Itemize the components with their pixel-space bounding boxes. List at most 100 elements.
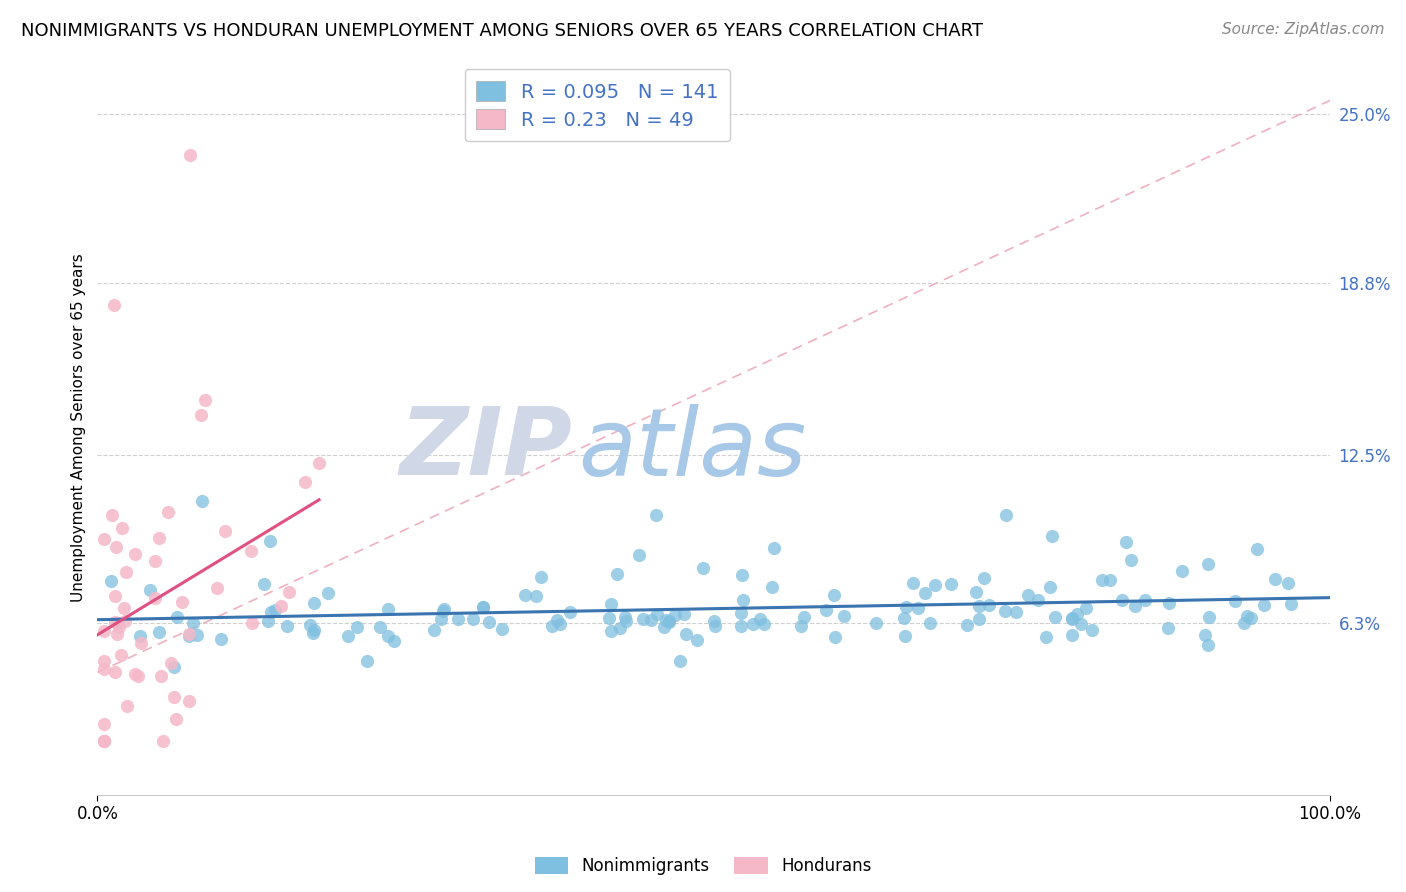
Point [1277, 576, 1299, 591]
Point [257, 614, 280, 628]
Point [1156, 621, 1178, 635]
Point [1066, 607, 1088, 621]
Point [824, 630, 846, 644]
Point [270, 599, 292, 613]
Point [179, 629, 201, 643]
Point [865, 615, 887, 630]
Point [377, 602, 399, 616]
Point [170, 595, 193, 609]
Point [124, 667, 146, 681]
Point [166, 610, 188, 624]
Point [644, 508, 666, 523]
Point [114, 615, 136, 629]
Point [994, 508, 1017, 523]
Point [298, 618, 321, 632]
Point [152, 733, 174, 747]
Point [240, 544, 263, 558]
Point [730, 606, 752, 620]
Point [110, 521, 132, 535]
Point [430, 612, 453, 626]
Point [1115, 535, 1137, 549]
Point [832, 609, 855, 624]
Point [655, 613, 678, 627]
Point [377, 629, 399, 643]
Point [1170, 565, 1192, 579]
Point [240, 616, 263, 631]
Point [558, 606, 581, 620]
Point [93, 654, 115, 668]
Point [93, 716, 115, 731]
Point [346, 620, 368, 634]
Point [183, 615, 205, 630]
Point [302, 623, 325, 637]
Point [1043, 609, 1066, 624]
Point [179, 148, 201, 162]
Point [259, 533, 281, 548]
Point [669, 654, 692, 668]
Point [104, 590, 127, 604]
Point [530, 570, 553, 584]
Point [101, 508, 124, 522]
Point [163, 690, 186, 704]
Point [209, 632, 232, 646]
Point [793, 610, 815, 624]
Point [1253, 598, 1275, 612]
Point [939, 577, 962, 591]
Point [478, 615, 501, 630]
Point [104, 540, 127, 554]
Point [513, 588, 536, 602]
Point [965, 585, 987, 599]
Point [704, 618, 727, 632]
Point [104, 615, 127, 629]
Point [1026, 593, 1049, 607]
Point [1264, 572, 1286, 586]
Point [1039, 580, 1062, 594]
Point [1099, 573, 1122, 587]
Point [546, 613, 568, 627]
Point [1279, 598, 1302, 612]
Point [893, 610, 915, 624]
Point [148, 531, 170, 545]
Point [1074, 600, 1097, 615]
Point [177, 627, 200, 641]
Point [524, 590, 547, 604]
Point [433, 602, 456, 616]
Point [304, 596, 326, 610]
Point [749, 612, 772, 626]
Point [149, 669, 172, 683]
Point [259, 605, 281, 619]
Point [423, 623, 446, 637]
Point [1240, 611, 1263, 625]
Point [761, 580, 783, 594]
Point [193, 393, 215, 408]
Point [93, 662, 115, 676]
Point [631, 612, 654, 626]
Point [733, 593, 755, 607]
Text: ZIP: ZIP [399, 403, 572, 495]
Point [1111, 593, 1133, 607]
Point [93, 624, 115, 639]
Point [645, 607, 668, 621]
Point [108, 620, 131, 634]
Point [1017, 588, 1039, 602]
Point [115, 565, 138, 579]
Point [673, 607, 696, 621]
Point [1233, 616, 1256, 631]
Point [124, 547, 146, 561]
Point [104, 665, 127, 679]
Point [967, 599, 990, 613]
Point [103, 298, 125, 312]
Point [956, 618, 979, 632]
Point [461, 612, 484, 626]
Point [823, 588, 845, 602]
Point [356, 654, 378, 668]
Point [599, 624, 621, 638]
Point [316, 585, 339, 599]
Point [1060, 611, 1083, 625]
Point [920, 616, 942, 631]
Legend: R = 0.095   N = 141, R = 0.23   N = 49: R = 0.095 N = 141, R = 0.23 N = 49 [464, 70, 730, 142]
Point [207, 581, 229, 595]
Point [548, 617, 571, 632]
Point [1005, 605, 1028, 619]
Point [491, 622, 513, 636]
